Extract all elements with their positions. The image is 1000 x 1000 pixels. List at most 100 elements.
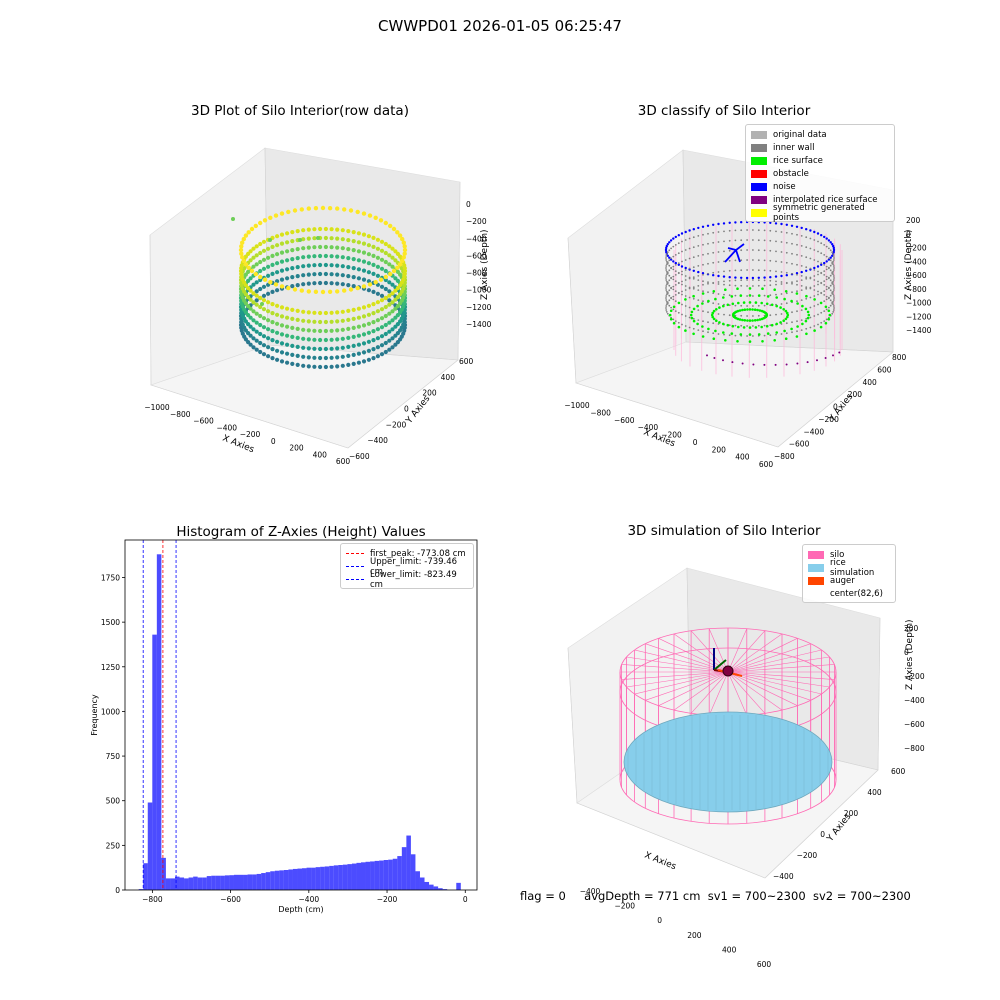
classify3d-interpolated-point (722, 359, 724, 362)
classify3d-rice-point (766, 332, 770, 335)
classify3d-interpolated-point (838, 351, 841, 354)
classify3d-z-tick: −1200 (906, 312, 932, 321)
status-flag: flag = 0 (520, 889, 566, 903)
classify3d-inner-wall-point (769, 269, 772, 272)
raw3d-point (301, 255, 306, 260)
classify3d-inner-wall-point (734, 324, 737, 327)
histogram-y-tick-label: 250 (106, 841, 121, 850)
classify3d-noise-point (666, 243, 669, 246)
classify3d-rice-point (672, 321, 676, 325)
classify3d-rice-point (692, 294, 695, 298)
classify3d-inner-wall-point (828, 277, 830, 280)
raw3d-point (299, 207, 304, 212)
classify3d-inner-wall-point (712, 302, 715, 305)
classify3d-inner-wall-point (832, 293, 835, 295)
raw3d-point (270, 244, 275, 249)
classify3d-rice-point (692, 307, 696, 311)
classify3d-inner-wall-point (825, 318, 828, 321)
classify3d-inner-wall-point (740, 259, 743, 262)
classify3d-inner-wall-point (829, 249, 832, 252)
raw3d-point (312, 310, 317, 315)
legend-item-noise: noise (751, 180, 889, 193)
raw3d-point (346, 362, 351, 367)
raw3d-point (356, 324, 361, 329)
raw3d-point (258, 340, 263, 346)
classify3d-rice-point (701, 335, 705, 338)
classify3d-inner-wall-point (791, 232, 793, 235)
classify3d-inner-wall-point (791, 252, 793, 255)
classify3d-rice-point (757, 294, 761, 297)
classify3d-inner-wall-point (692, 236, 695, 239)
legend-item-rice-simulation: rice simulation (808, 558, 890, 578)
histogram-bar (174, 876, 180, 890)
histogram-bar (270, 871, 275, 890)
classify3d-inner-wall-point (717, 271, 720, 273)
raw3d-point (361, 211, 367, 216)
classify3d-noise-point (684, 266, 687, 270)
classify3d-x-tick: 400 (735, 453, 750, 462)
histogram-bar (429, 884, 434, 890)
classify3d-noise-point (831, 254, 834, 257)
classify3d-inner-wall-point (665, 311, 668, 313)
classify3d-inner-wall-point (692, 256, 695, 259)
classify3d-inner-wall-point (769, 334, 772, 337)
raw3d-point (402, 247, 408, 253)
classify3d-noise-point (684, 230, 687, 234)
classify3d-inner-wall-point (674, 244, 677, 246)
raw3d-point (318, 328, 323, 334)
raw3d-point (351, 343, 356, 348)
classify3d-inner-wall-point (805, 327, 808, 330)
raw3d-point (279, 350, 285, 355)
raw3d-point (243, 233, 249, 238)
raw3d-point (375, 327, 380, 332)
raw3d-point (340, 363, 345, 368)
classify3d-inner-wall-point (800, 319, 803, 321)
legend-line (346, 553, 364, 554)
raw3d-point (258, 250, 263, 256)
raw3d-point (248, 333, 253, 338)
histogram-bar (265, 872, 271, 890)
classify3d-inner-wall-point (775, 333, 777, 336)
classify3d-inner-wall-point (809, 247, 812, 250)
histogram-bar (224, 875, 230, 890)
classify3d-inner-wall-point (728, 284, 731, 287)
raw3d-y-tick: 200 (422, 389, 437, 398)
classify3d-inner-wall-point (832, 303, 835, 305)
raw3d-x-tick: 200 (289, 444, 304, 453)
classify3d-interpolated-point (731, 361, 734, 364)
classify3d-inner-wall-point (796, 283, 798, 286)
classify3d-inner-wall-point (813, 275, 816, 277)
classify3d-x-tick: −600 (614, 416, 635, 425)
classify3d-inner-wall-point (775, 270, 777, 273)
classify3d-inner-wall-point (702, 310, 704, 313)
classify3d-inner-wall-point (668, 289, 671, 292)
classify3d-rice-point (701, 302, 704, 305)
raw3d-point (387, 280, 392, 285)
classify3d-inner-wall-point (728, 259, 731, 262)
raw3d-point (249, 226, 255, 232)
classify3d-inner-wall-point (723, 293, 725, 296)
raw3d-point (261, 316, 267, 321)
classify3d-interpolated-point (741, 362, 744, 365)
raw3d-point (266, 309, 271, 314)
classify3d-inner-wall-point (684, 289, 687, 291)
classify3d-inner-wall-point (833, 277, 835, 279)
sim3d-legend: silo rice simulation auger center(82,6) (802, 544, 896, 603)
classify3d-inner-wall-point (817, 240, 819, 243)
classify3d-inner-wall-point (717, 261, 720, 263)
classify3d-inner-wall-point (805, 266, 808, 269)
raw3d-point (379, 298, 385, 303)
sim3d-silo-roof-wire (727, 671, 798, 706)
classify3d-inner-wall-point (763, 294, 766, 297)
classify3d-inner-wall-point (763, 239, 766, 242)
classify3d-inner-wall-point (677, 321, 680, 324)
classify3d-rice-point (805, 332, 808, 336)
raw3d-point (379, 266, 385, 271)
classify3d-inner-wall-point (809, 277, 812, 280)
classify3d-inner-wall-point (740, 324, 743, 327)
classify3d-noise-point (688, 229, 691, 232)
classify3d-rice-point (737, 301, 740, 305)
classify3d-noise-point (825, 260, 828, 263)
classify3d-inner-wall-point (734, 279, 737, 282)
raw3d-point (335, 254, 340, 259)
